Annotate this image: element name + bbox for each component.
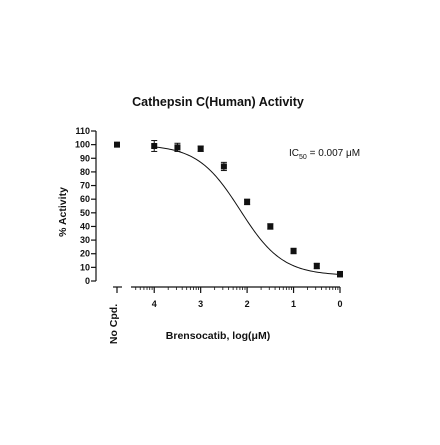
y-tick-label: 50 bbox=[80, 208, 90, 218]
no-cpd-point bbox=[114, 141, 120, 148]
y-tick-label: 10 bbox=[80, 262, 90, 272]
data-point bbox=[313, 263, 320, 269]
x-tick-label: 4 bbox=[152, 299, 157, 309]
ic50-suffix: = 0.007 μM bbox=[307, 148, 360, 159]
x-axis-label: Brensocatib, log(μM) bbox=[166, 330, 270, 342]
ic50-prefix: IC bbox=[289, 148, 299, 159]
ic50-annotation: IC50 = 0.007 μM bbox=[289, 148, 360, 161]
ic50-subscript: 50 bbox=[299, 154, 307, 161]
y-tick-label: 40 bbox=[80, 221, 90, 231]
y-tick-label: 90 bbox=[80, 153, 90, 163]
y-tick-label: 100 bbox=[75, 140, 90, 150]
y-tick-label: 80 bbox=[80, 167, 90, 177]
data-point bbox=[244, 198, 251, 205]
data-point bbox=[267, 223, 274, 230]
data-point bbox=[337, 271, 343, 278]
data-point bbox=[197, 145, 204, 152]
data-point bbox=[174, 144, 181, 151]
chart-title: Cathepsin C(Human) Activity bbox=[132, 95, 304, 109]
y-tick-label: 0 bbox=[85, 276, 90, 286]
fit-curve bbox=[154, 146, 341, 275]
y-axis-label: % Activity bbox=[57, 187, 69, 237]
y-tick-label: 30 bbox=[80, 235, 90, 245]
x-tick-label: 0 bbox=[337, 299, 342, 309]
data-point bbox=[290, 248, 297, 254]
x-tick-label: 2 bbox=[245, 299, 250, 309]
no-compound-label: No Cpd. bbox=[108, 304, 120, 344]
y-tick-label: 70 bbox=[80, 181, 90, 191]
y-tick-label: 60 bbox=[80, 194, 90, 204]
x-tick-label: 3 bbox=[198, 299, 203, 309]
data-point bbox=[220, 163, 227, 170]
y-tick-label: 20 bbox=[80, 249, 90, 259]
x-tick-label: 1 bbox=[291, 299, 296, 309]
y-tick-label: 110 bbox=[75, 126, 90, 136]
data-point bbox=[151, 143, 158, 149]
